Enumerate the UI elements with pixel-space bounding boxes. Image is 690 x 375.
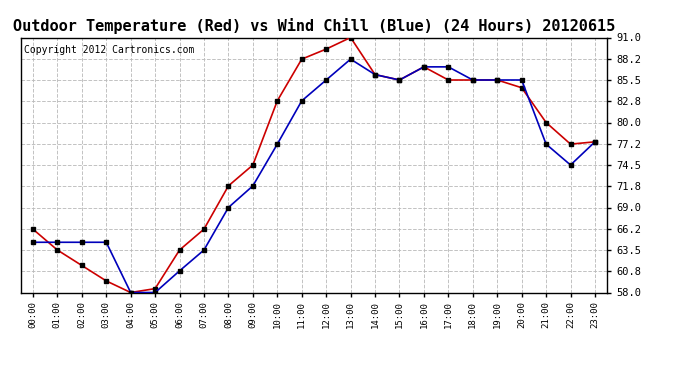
Text: Copyright 2012 Cartronics.com: Copyright 2012 Cartronics.com [23, 45, 194, 55]
Title: Outdoor Temperature (Red) vs Wind Chill (Blue) (24 Hours) 20120615: Outdoor Temperature (Red) vs Wind Chill … [13, 18, 615, 33]
